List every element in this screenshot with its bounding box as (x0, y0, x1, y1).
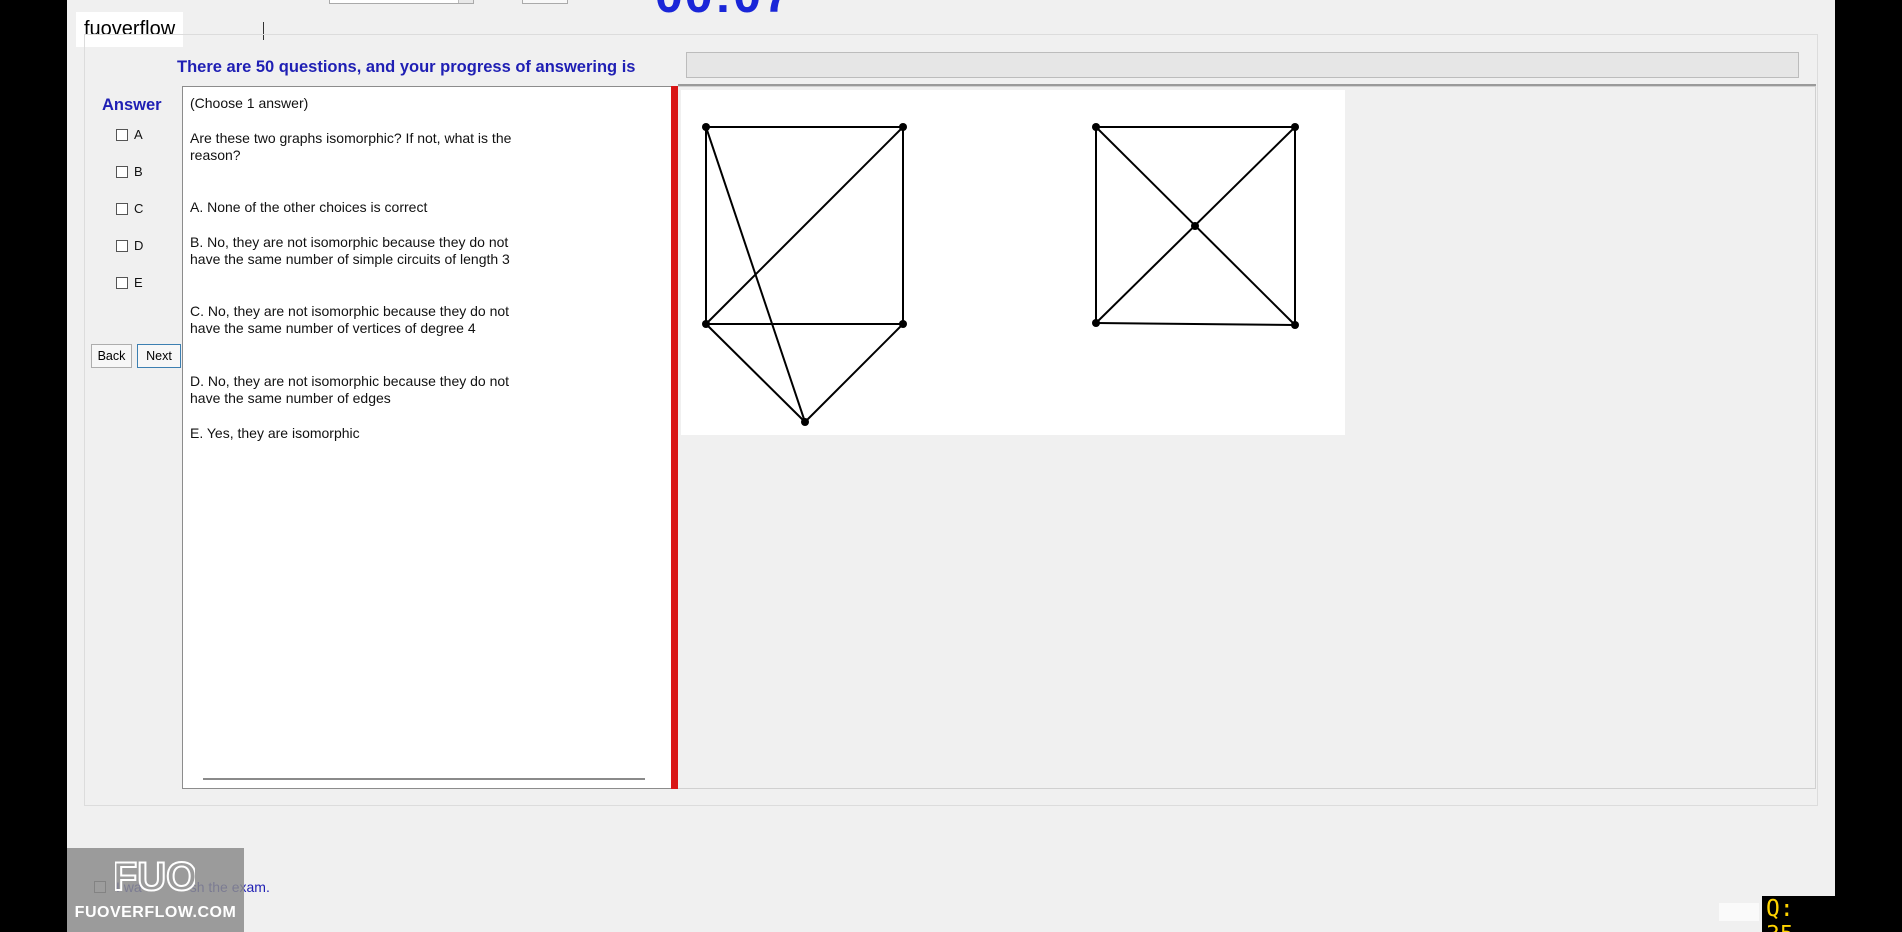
exam-window: 00:07 fuoverflow There are 50 questions,… (67, 0, 1835, 932)
answer-option-label: B (134, 164, 143, 179)
question-panel[interactable]: (Choose 1 answer) Are these two graphs i… (182, 86, 671, 789)
question-text: Are these two graphs isomorphic? If not,… (190, 130, 512, 163)
answer-option-d[interactable]: D (116, 238, 143, 253)
answer-option-label: C (134, 201, 144, 216)
countdown-timer: 00:07 (655, 0, 793, 24)
choice-d: D. No, they are not isomorphic because t… (190, 373, 510, 406)
answer-option-label: D (134, 238, 144, 253)
exam-frame (84, 34, 1818, 806)
horizontal-scrollbar[interactable] (203, 778, 645, 780)
top-small-input[interactable] (522, 0, 568, 4)
answer-option-a[interactable]: A (116, 127, 143, 142)
answer-label: Answer (102, 96, 162, 114)
answer-option-e[interactable]: E (116, 275, 143, 290)
question-image (681, 90, 1345, 435)
fuo-logo-icon: FUO (115, 854, 195, 896)
graph-right-vertices (1092, 123, 1299, 329)
answer-checkbox[interactable] (116, 128, 128, 141)
counter-backdrop (1719, 903, 1759, 921)
answer-checkbox[interactable] (116, 165, 128, 178)
back-button[interactable]: Back (91, 344, 132, 368)
answer-checkbox[interactable] (116, 202, 128, 215)
logo-text: FUOVERFLOW.COM (74, 904, 237, 921)
answer-option-b[interactable]: B (116, 164, 143, 179)
question-instruction: (Choose 1 answer) (190, 95, 309, 111)
answer-option-label: E (134, 275, 143, 290)
graph-left-vertices (702, 123, 907, 426)
top-dropdown[interactable] (329, 0, 474, 4)
choice-e: E. Yes, they are isomorphic (190, 425, 360, 441)
fuoverflow-logo: FUO FUOVERFLOW.COM (67, 848, 244, 932)
choice-a: A. None of the other choices is correct (190, 199, 428, 215)
graph-figure (702, 123, 1299, 426)
answer-option-c[interactable]: C (116, 201, 143, 216)
progress-bar (686, 52, 1799, 78)
answer-checkbox[interactable] (116, 239, 128, 252)
choice-b: B. No, they are not isomorphic because t… (190, 234, 510, 267)
question-counter: Q: 35 (1762, 896, 1835, 932)
panel-splitter[interactable] (671, 86, 678, 789)
text-cursor (263, 22, 264, 40)
answer-option-label: A (134, 127, 143, 142)
next-button[interactable]: Next (137, 344, 181, 368)
image-pane-border (678, 84, 1816, 87)
image-pane (678, 86, 1816, 789)
graph-left (705, 126, 904, 423)
progress-text: There are 50 questions, and your progres… (177, 58, 636, 76)
answer-checkbox[interactable] (116, 276, 128, 289)
choice-c: C. No, they are not isomorphic because t… (190, 303, 510, 336)
logo-mark-text: FUO (115, 855, 195, 896)
